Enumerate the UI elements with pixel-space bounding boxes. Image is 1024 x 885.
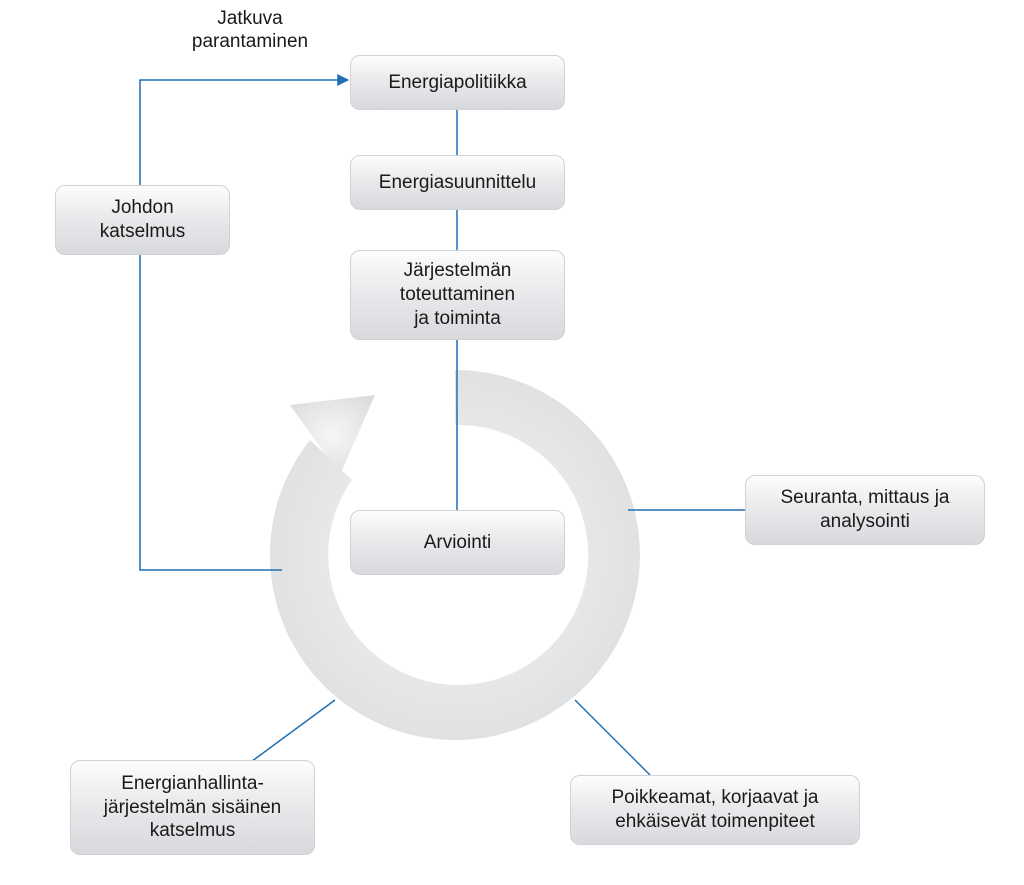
node-seuranta-mittaus: Seuranta, mittaus jaanalysointi	[745, 475, 985, 545]
node-sisainen-katselmus: Energianhallinta-järjestelmän sisäinenka…	[70, 760, 315, 855]
label-text: Jatkuvaparantaminen	[192, 8, 308, 52]
node-label: Energiapolitiikka	[388, 71, 526, 95]
node-label: Arviointi	[424, 531, 492, 555]
cycle-arrow-icon	[0, 0, 1024, 885]
connectors	[0, 0, 1024, 885]
node-energiapolitiikka: Energiapolitiikka	[350, 55, 565, 110]
node-energiasuunnittelu: Energiasuunnittelu	[350, 155, 565, 210]
label-jatkuva-parantaminen: Jatkuvaparantaminen	[170, 8, 330, 54]
node-jarjestelman-toteuttaminen: Järjestelmäntoteuttaminenja toiminta	[350, 250, 565, 340]
node-poikkeamat: Poikkeamat, korjaavat jaehkäisevät toime…	[570, 775, 860, 845]
node-arviointi: Arviointi	[350, 510, 565, 575]
node-johdon-katselmus: Johdonkatselmus	[55, 185, 230, 255]
node-label: Energianhallinta-järjestelmän sisäinenka…	[104, 772, 281, 843]
node-label: Seuranta, mittaus jaanalysointi	[781, 486, 950, 534]
node-label: Poikkeamat, korjaavat jaehkäisevät toime…	[612, 786, 819, 834]
node-label: Energiasuunnittelu	[379, 171, 536, 195]
node-label: Johdonkatselmus	[100, 196, 186, 244]
node-label: Järjestelmäntoteuttaminenja toiminta	[400, 259, 515, 330]
